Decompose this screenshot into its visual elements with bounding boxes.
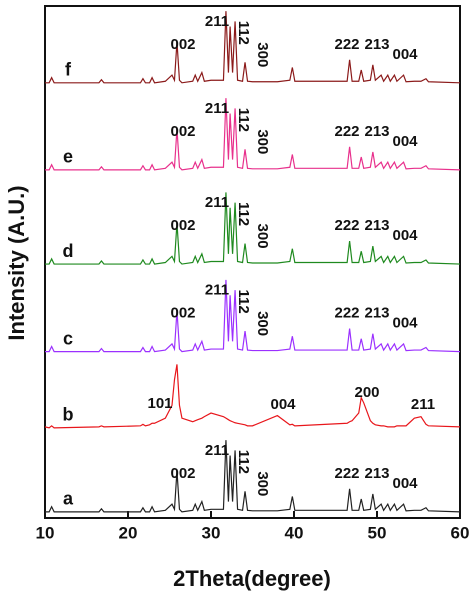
x-tick-label: 10: [36, 523, 55, 542]
peak-label: 002: [170, 123, 195, 140]
peak-label: 211: [205, 194, 229, 211]
peak-label: 004: [392, 227, 418, 244]
peak-label: 004: [392, 475, 418, 492]
series-line: [44, 364, 461, 429]
series-label: e: [63, 147, 73, 167]
peak-label: 002: [170, 36, 195, 53]
peak-label: 211: [205, 282, 229, 299]
x-tick-label: 20: [119, 523, 138, 542]
x-tick-label: 60: [451, 523, 470, 542]
x-axis-title: 2Theta(degree): [173, 566, 331, 591]
peak-label: 213: [364, 217, 389, 234]
x-tick-label: 40: [285, 523, 304, 542]
peak-label: 112: [235, 108, 252, 132]
y-axis-title: Intensity (A.U.): [4, 185, 29, 340]
x-tick-label: 30: [202, 523, 221, 542]
peak-label: 211: [205, 13, 229, 30]
peak-label: 112: [235, 289, 252, 313]
peak-label: 211: [205, 100, 229, 117]
peak-label: 300: [254, 311, 271, 336]
x-tick-label: 50: [368, 523, 387, 542]
peak-label: 211: [205, 442, 229, 459]
peak-label: 213: [364, 123, 389, 140]
series-label: b: [63, 405, 74, 425]
peak-label: 112: [235, 202, 252, 226]
peak-label: 200: [354, 384, 379, 401]
peak-label: 213: [364, 36, 389, 53]
peak-label: 300: [254, 471, 271, 496]
peak-label: 300: [254, 129, 271, 154]
series-line: [45, 279, 461, 353]
peak-label: 002: [170, 217, 195, 234]
peak-label: 300: [254, 224, 271, 249]
series-line: [45, 192, 461, 265]
peak-label: 004: [392, 133, 418, 150]
peak-label: 222: [334, 465, 359, 482]
peak-label: 112: [235, 21, 252, 45]
peak-label: 002: [170, 305, 195, 322]
peak-label: 112: [235, 450, 252, 474]
series-line: [45, 98, 461, 171]
peak-label: 222: [334, 123, 359, 140]
peak-label: 222: [334, 217, 359, 234]
peak-label: 300: [254, 42, 271, 67]
series-line: [45, 440, 461, 513]
series-label: f: [65, 60, 72, 80]
peak-label: 004: [392, 315, 418, 332]
peak-label: 004: [392, 46, 418, 63]
peak-label: 222: [334, 36, 359, 53]
peak-label: 213: [364, 305, 389, 322]
peak-label: 101: [147, 395, 172, 412]
plot-frame: [44, 5, 461, 519]
series-label: c: [63, 328, 73, 348]
series-label: a: [63, 489, 74, 509]
peak-label: 222: [334, 305, 359, 322]
series-line: [45, 11, 461, 84]
series-label: d: [63, 241, 74, 261]
peak-label: 211: [411, 396, 435, 413]
peak-label: 002: [170, 465, 195, 482]
peak-label: 004: [270, 396, 296, 413]
peak-label: 213: [364, 465, 389, 482]
